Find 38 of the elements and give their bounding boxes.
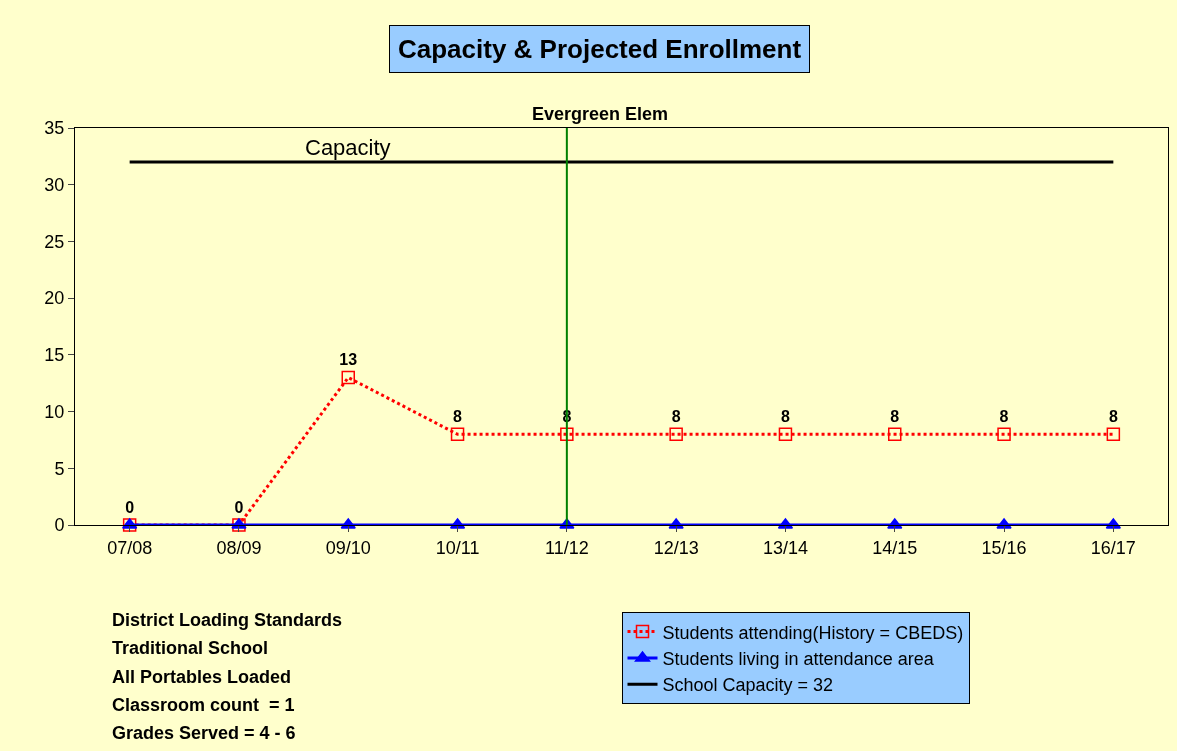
data-label: 0: [234, 498, 244, 516]
y-tick-label: 35: [44, 118, 65, 139]
legend-label: Students attending(History = CBEDS): [662, 622, 964, 643]
data-label: 8: [671, 407, 681, 425]
y-tick-label: 5: [54, 458, 65, 479]
data-label: 8: [890, 407, 900, 425]
chart-subtitle: Evergreen Elem: [532, 104, 669, 124]
legend-label: Students living in attendance area: [662, 648, 935, 669]
text: All Portables Loaded: [112, 667, 292, 687]
y-tick-label: 0: [54, 515, 65, 536]
x-tick-label: 08/09: [216, 537, 262, 558]
x-tick-label: 16/17: [1090, 537, 1136, 558]
x-tick-label: 09/10: [325, 537, 371, 558]
x-tick-label: 15/16: [981, 537, 1027, 558]
x-tick-label: 10/11: [435, 537, 480, 558]
legend-label: School Capacity = 32: [662, 675, 834, 696]
text: Grades Served = 4 - 6: [112, 723, 296, 743]
x-tick-label: 07/08: [107, 537, 153, 558]
text: Classroom count = 1: [112, 695, 295, 715]
y-tick-label: 25: [44, 231, 65, 252]
x-tick-label: 13/14: [762, 537, 808, 558]
x-tick-label: 14/15: [872, 537, 918, 558]
y-tick-label: 15: [44, 345, 65, 366]
data-label: 8: [781, 407, 790, 425]
data-label: 8: [999, 407, 1009, 425]
y-tick-label: 30: [44, 175, 65, 196]
y-tick-label: 20: [44, 288, 65, 309]
y-tick-label: 10: [44, 401, 65, 422]
data-label: 8: [1108, 407, 1118, 425]
x-tick-label: 12/13: [653, 537, 699, 558]
data-label: 0: [125, 498, 135, 516]
text: District Loading Standards: [112, 610, 343, 630]
annotation: Capacity: [305, 135, 391, 160]
data-label: 13: [339, 351, 358, 369]
x-tick-label: 11/12: [544, 537, 589, 558]
text: Traditional School: [112, 638, 269, 658]
chart-title: Capacity & Projected Enrollment: [398, 34, 802, 64]
data-label: 8: [453, 407, 463, 425]
